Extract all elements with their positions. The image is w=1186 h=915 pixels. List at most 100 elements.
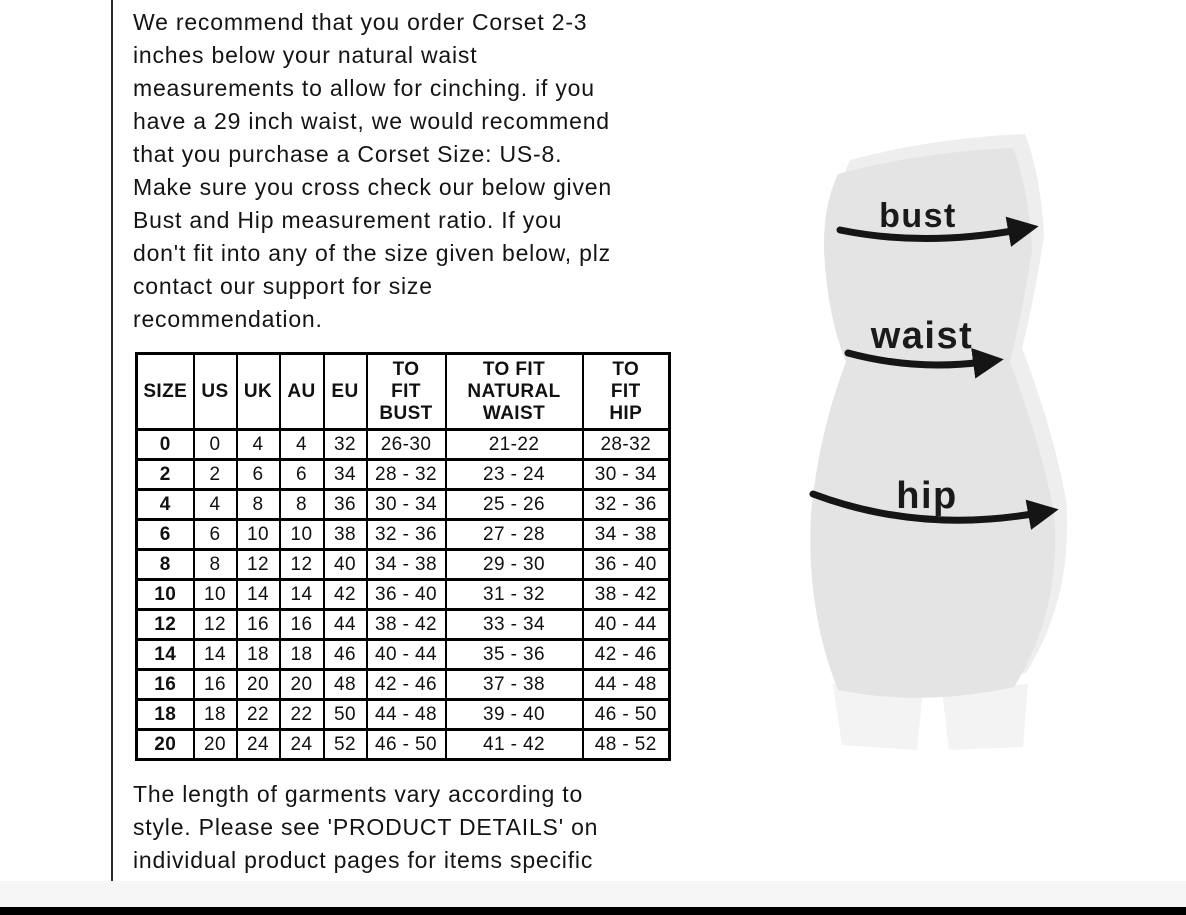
- bust-label: bust: [879, 197, 957, 235]
- table-cell: 32 - 36: [581, 488, 671, 521]
- table-cell: 42 - 46: [581, 638, 671, 671]
- table-cell: 36: [322, 488, 368, 521]
- table-cell: 27 - 28: [444, 518, 584, 551]
- table-cell: 37 - 38: [444, 668, 584, 701]
- table-cell: 34 - 38: [365, 548, 447, 581]
- table-row: 8 8 12 12 40 34 - 38 29 - 30 36 - 40: [135, 548, 671, 581]
- table-cell: 0: [135, 428, 195, 461]
- left-border-line: [111, 0, 113, 908]
- table-cell: 2: [135, 458, 195, 491]
- table-cell: 12: [235, 548, 281, 581]
- table-row: 12 12 16 16 44 38 - 42 33 - 34 40 - 44: [135, 608, 671, 641]
- bottom-black-bar: [0, 907, 1186, 915]
- table-cell: 30 - 34: [581, 458, 671, 491]
- table-cell: 48: [322, 668, 368, 701]
- table-row: 10 10 14 14 42 36 - 40 31 - 32 38 - 42: [135, 578, 671, 611]
- header-cell-natural-waist: TO FIT NATURAL WAIST: [444, 352, 584, 431]
- table-cell: 25 - 26: [444, 488, 584, 521]
- table-cell: 30 - 34: [365, 488, 447, 521]
- table-cell: 6: [235, 458, 281, 491]
- table-cell: 4: [235, 428, 281, 461]
- table-cell: 10: [192, 578, 238, 611]
- table-cell: 10: [135, 578, 195, 611]
- bust-arrow: [836, 216, 1039, 247]
- hip-arrow: [809, 490, 1059, 530]
- table-cell: 16: [235, 608, 281, 641]
- table-cell: 38 - 42: [365, 608, 447, 641]
- table-cell: 31 - 32: [444, 578, 584, 611]
- table-cell: 4: [192, 488, 238, 521]
- table-cell: 6: [135, 518, 195, 551]
- table-cell: 29 - 30: [444, 548, 584, 581]
- waist-arrow: [844, 348, 1004, 379]
- table-cell: 46 - 50: [581, 698, 671, 731]
- table-cell: 8: [278, 488, 325, 521]
- hip-label: hip: [896, 475, 957, 517]
- intro-paragraph: We recommend that you order Corset 2-3 i…: [133, 9, 612, 332]
- table-cell: 16: [192, 668, 238, 701]
- table-cell: 6: [278, 458, 325, 491]
- table-cell: 10: [278, 518, 325, 551]
- table-cell: 14: [278, 578, 325, 611]
- table-cell: 32: [322, 428, 368, 461]
- table-cell: 48 - 52: [581, 728, 671, 761]
- header-cell-bust: TO FIT BUST: [365, 352, 447, 431]
- table-cell: 38 - 42: [581, 578, 671, 611]
- header-cell-eu: EU: [322, 352, 368, 431]
- table-cell: 12: [135, 608, 195, 641]
- header-cell-us: US: [192, 352, 238, 431]
- table-cell: 40 - 44: [581, 608, 671, 641]
- table-cell: 28 - 32: [365, 458, 447, 491]
- table-cell: 38: [322, 518, 368, 551]
- table-cell: 12: [278, 548, 325, 581]
- table-row: 2 2 6 6 34 28 - 32 23 - 24 30 - 34: [135, 458, 671, 491]
- table-row: 14 14 18 18 46 40 - 44 35 - 36 42 - 46: [135, 638, 671, 671]
- table-cell: 36 - 40: [365, 578, 447, 611]
- table-cell: 34: [322, 458, 368, 491]
- table-cell: 44: [322, 608, 368, 641]
- table-cell: 22: [235, 698, 281, 731]
- table-cell: 14: [235, 578, 281, 611]
- body-silhouette: [810, 148, 1056, 698]
- table-cell: 18: [135, 698, 195, 731]
- table-cell: 20: [235, 668, 281, 701]
- table-cell: 8: [235, 488, 281, 521]
- table-cell: 52: [322, 728, 368, 761]
- table-cell: 22: [278, 698, 325, 731]
- table-row: 4 4 8 8 36 30 - 34 25 - 26 32 - 36: [135, 488, 671, 521]
- table-header-row: SIZE US UK AU EU TO FIT BUST TO FIT NATU…: [135, 352, 671, 431]
- table-cell: 20: [278, 668, 325, 701]
- table-cell: 16: [135, 668, 195, 701]
- table-cell: 14: [192, 638, 238, 671]
- table-cell: 23 - 24: [444, 458, 584, 491]
- table-cell: 34 - 38: [581, 518, 671, 551]
- table-row: 20 20 24 24 52 46 - 50 41 - 42 48 - 52: [135, 728, 671, 761]
- table-cell: 36 - 40: [581, 548, 671, 581]
- table-cell: 28-32: [581, 428, 671, 461]
- table-cell: 26-30: [365, 428, 447, 461]
- table-cell: 0: [192, 428, 238, 461]
- body-measurement-diagram: bust waist hip: [809, 134, 1068, 750]
- table-cell: 8: [135, 548, 195, 581]
- table-cell: 2: [192, 458, 238, 491]
- table-cell: 16: [278, 608, 325, 641]
- header-cell-size: SIZE: [135, 352, 195, 431]
- table-cell: 24: [278, 728, 325, 761]
- table-cell: 21-22: [444, 428, 584, 461]
- table-cell: 6: [192, 518, 238, 551]
- table-cell: 18: [278, 638, 325, 671]
- bottom-shade-strip: [0, 881, 1186, 907]
- table-cell: 8: [192, 548, 238, 581]
- table-cell: 46: [322, 638, 368, 671]
- table-cell: 4: [278, 428, 325, 461]
- table-cell: 10: [235, 518, 281, 551]
- table-cell: 44 - 48: [365, 698, 447, 731]
- table-cell: 50: [322, 698, 368, 731]
- table-row: 6 6 10 10 38 32 - 36 27 - 28 34 - 38: [135, 518, 671, 551]
- table-cell: 18: [235, 638, 281, 671]
- table-cell: 20: [192, 728, 238, 761]
- table-row: 0 0 4 4 32 26-30 21-22 28-32: [135, 428, 671, 461]
- right-leg-silhouette: [942, 684, 1028, 750]
- header-cell-hip: TO FIT HIP: [581, 352, 671, 431]
